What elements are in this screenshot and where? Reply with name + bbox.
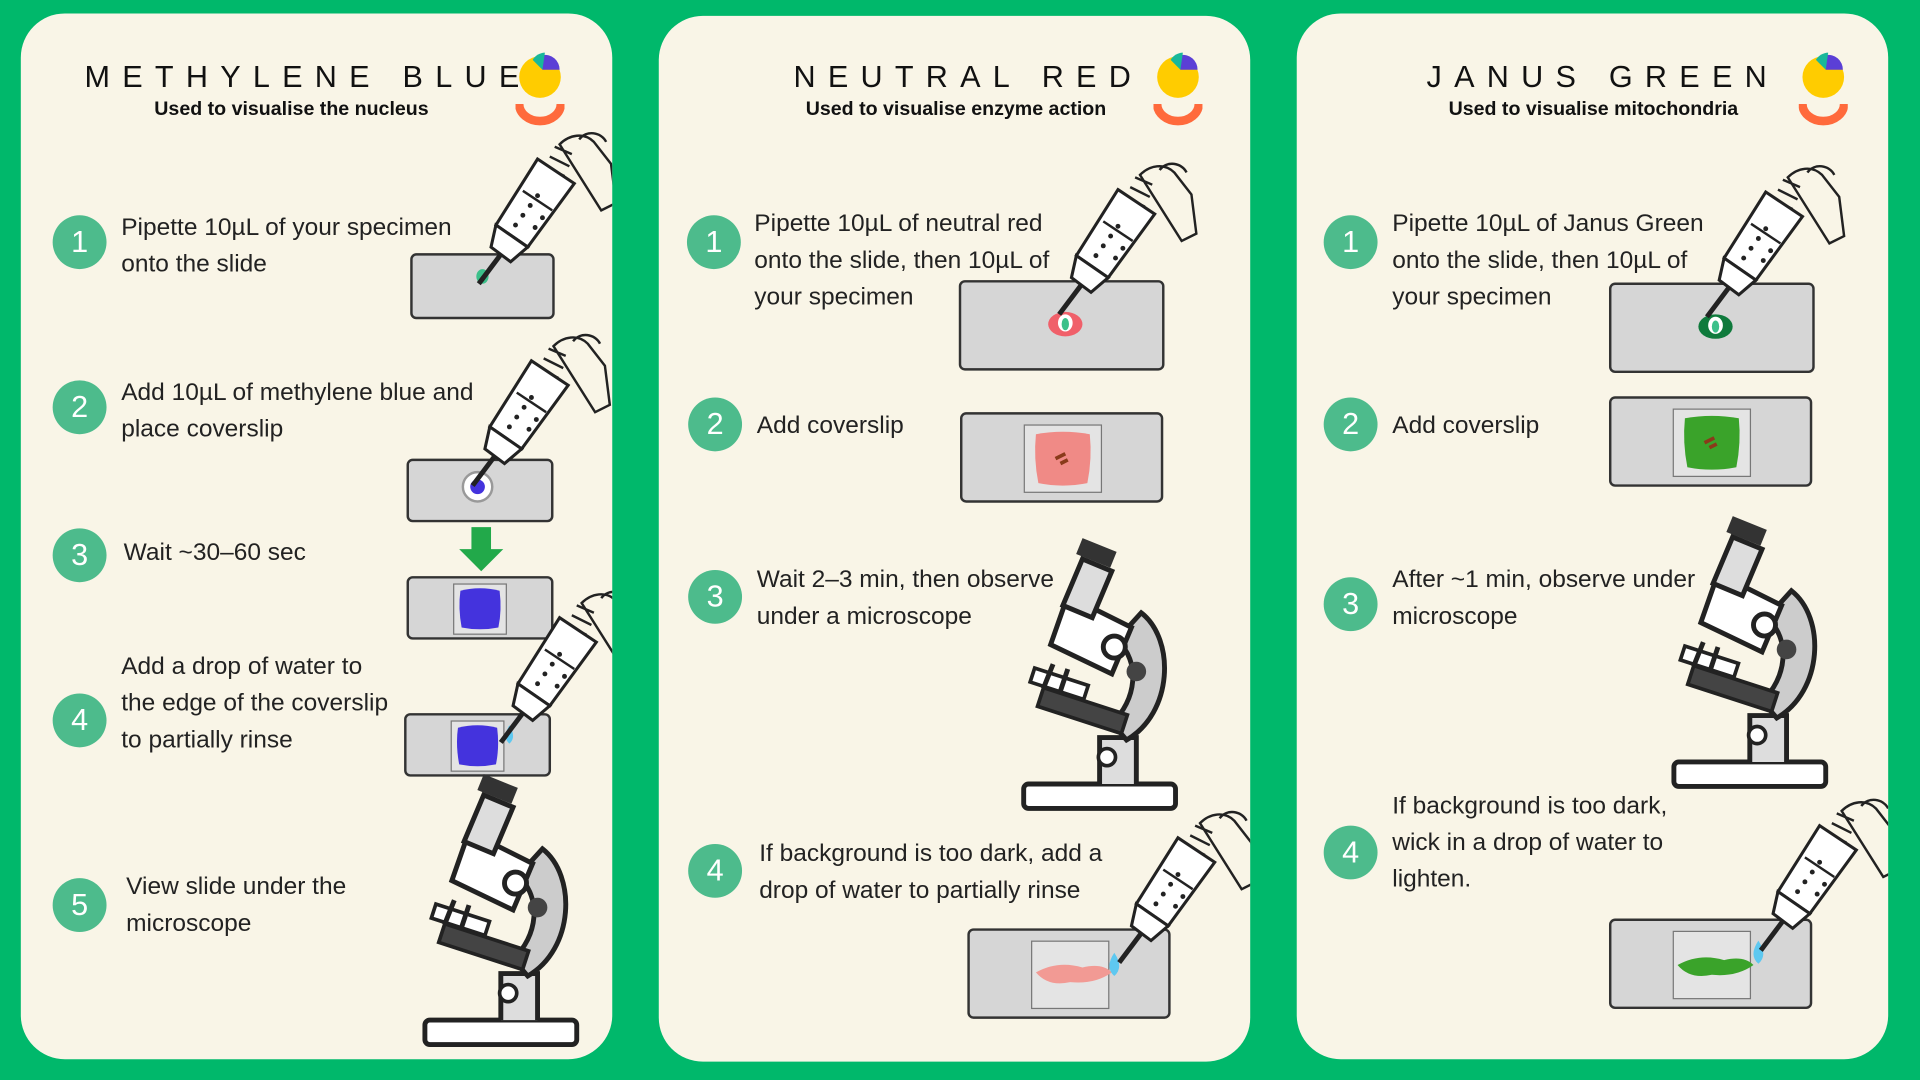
step-text: Add coverslip — [756, 412, 904, 440]
panel-subtitle: Used to visualise enzyme action — [805, 99, 1107, 120]
neutral-red-panel: NEUTRAL RED Used to visualise enzyme act… — [658, 15, 1251, 1062]
step-text: Add 10µL of methylene blue and place cov… — [121, 379, 474, 443]
step-text: Wait 2–3 min, then observe under a micro… — [756, 566, 1054, 630]
logo-icon — [1798, 52, 1848, 126]
step-text: If background is too dark, add a drop of… — [759, 840, 1103, 904]
glass-slide-icon — [410, 253, 555, 320]
step-number: 1 — [52, 215, 107, 270]
step-text: Add coverslip — [1392, 412, 1540, 440]
step-text: Wait ~30–60 sec — [123, 539, 306, 567]
panel-title: NEUTRAL RED — [793, 59, 1144, 95]
step-text: Pipette 10µL of neutral red onto the sli… — [754, 210, 1050, 311]
step-number: 4 — [1323, 825, 1378, 880]
logo-icon — [515, 52, 565, 126]
panel-subtitle: Used to visualise mitochondria — [1448, 99, 1739, 120]
stained-specimen — [459, 588, 501, 630]
step-number: 5 — [52, 878, 107, 933]
step-number: 4 — [688, 843, 743, 898]
step-text: Pipette 10µL of Janus Green onto the sli… — [1392, 210, 1704, 311]
glass-slide-icon — [404, 713, 552, 777]
water-drop-icon — [1109, 952, 1120, 977]
stained-specimen — [1035, 431, 1091, 486]
stained-specimen — [1684, 415, 1740, 470]
step-number: 2 — [688, 397, 743, 452]
step-number: 3 — [1323, 577, 1378, 632]
step-text: If background is too dark, wick in a dro… — [1392, 792, 1668, 893]
pipette-icon — [468, 331, 612, 490]
pipette-icon — [1702, 163, 1849, 322]
microscope-icon — [1664, 532, 1835, 789]
glass-slide-icon — [1608, 918, 1813, 1010]
step-number: 3 — [52, 528, 107, 583]
logo-icon — [1153, 52, 1203, 126]
microscope-icon — [415, 790, 586, 1047]
panel-title: METHYLENE BLUE — [84, 59, 532, 95]
glass-slide-icon — [406, 576, 554, 640]
pipette-icon — [496, 588, 612, 747]
step-number: 2 — [1323, 397, 1378, 452]
step-number: 4 — [52, 693, 107, 748]
panel-subtitle: Used to visualise the nucleus — [154, 99, 429, 120]
glass-slide-icon — [967, 928, 1171, 1019]
panel-title: JANUS GREEN — [1426, 59, 1779, 95]
glass-slide-icon — [1608, 396, 1813, 487]
microscope-icon — [1014, 554, 1185, 811]
step-number: 3 — [688, 569, 743, 624]
step-number: 1 — [686, 215, 741, 270]
janus-green-panel: JANUS GREEN Used to visualise mitochondr… — [1296, 13, 1889, 1060]
stained-specimen — [456, 725, 499, 767]
glass-slide-icon — [960, 412, 1164, 503]
step-text: After ~1 min, observe under microscope — [1392, 566, 1696, 630]
step-text: Pipette 10µL of your specimen onto the s… — [121, 214, 452, 278]
down-arrow-icon — [459, 527, 504, 572]
stained-specimen — [1677, 957, 1754, 977]
pipette-icon — [1054, 160, 1201, 319]
pipette-icon — [474, 130, 612, 289]
step-number: 1 — [1323, 215, 1378, 270]
neutral-red-drop — [1048, 311, 1083, 337]
pipette-icon — [1756, 796, 1888, 955]
glass-slide-icon — [958, 280, 1165, 371]
janus-green-drop — [1698, 314, 1733, 339]
step-number: 2 — [52, 380, 107, 435]
step-text: View slide under the microscope — [126, 873, 347, 937]
glass-slide-icon — [1608, 282, 1815, 374]
methylene-blue-panel: METHYLENE BLUE Used to visualise the nuc… — [20, 13, 613, 1060]
stained-specimen — [1035, 964, 1112, 984]
step-text: Add a drop of water to the edge of the c… — [121, 653, 389, 754]
pipette-icon — [1114, 808, 1250, 967]
